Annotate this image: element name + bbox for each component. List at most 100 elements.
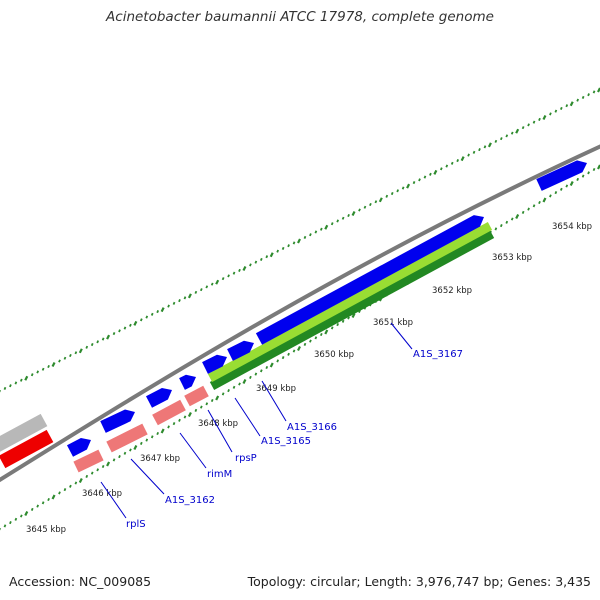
upper-scale-tick [565, 104, 569, 108]
upper-scale-tick [494, 139, 498, 143]
lower-scale-tick [259, 369, 263, 373]
lower-scale-tick [276, 359, 280, 363]
lower-scale-tick [227, 389, 230, 393]
lower-scale-tick [249, 375, 252, 379]
lower-scale-tick [351, 313, 356, 318]
upper-scale-tick [423, 175, 427, 179]
lower-scale-tick [587, 171, 590, 175]
upper-scale-tick [24, 375, 29, 381]
upper-scale-tick [472, 150, 476, 154]
upper-scale-tick [460, 156, 465, 162]
lower-scale-tick [133, 445, 138, 450]
lower-scale-tick [515, 214, 520, 219]
lower-scale-tick [210, 398, 214, 403]
upper-scale-tick [538, 117, 541, 121]
upper-scale-tick [123, 326, 127, 330]
lower-scale-tick [63, 488, 67, 492]
lower-scale-tick [505, 220, 509, 224]
upper-scale-tick [19, 378, 23, 382]
upper-scale-tick [281, 246, 285, 250]
lower-scale-tick [112, 458, 116, 462]
upper-scale-tick [265, 255, 269, 259]
lower-scale-tick [242, 379, 247, 384]
lower-scale-tick [183, 415, 187, 419]
upper-scale-tick [210, 282, 214, 286]
lower-scale-tick [36, 504, 40, 508]
upper-scale-tick [569, 101, 574, 107]
lower-scale-tick [194, 408, 198, 412]
upper-scale-tick [456, 159, 460, 163]
upper-scale-tick [30, 373, 34, 377]
kbp-label: 3650 kbp [314, 350, 354, 360]
lower-scale-tick [215, 395, 220, 401]
lower-scale-tick [499, 224, 503, 228]
kbp-label: 3649 kbp [256, 384, 296, 394]
lower-scale-tick [187, 412, 192, 417]
lower-scale-tick [336, 323, 340, 327]
lower-scale-tick [330, 326, 334, 330]
gene-forward-blue [255, 215, 484, 345]
upper-scale-tick [276, 249, 280, 253]
lower-scale-tick [123, 451, 127, 455]
gene-leader-line [179, 432, 207, 469]
upper-scale-tick [254, 260, 258, 264]
upper-scale-tick [581, 95, 585, 99]
upper-scale-tick [129, 323, 132, 327]
upper-scale-tick [269, 252, 274, 258]
upper-scale-tick [101, 337, 105, 341]
upper-scale-tick [330, 222, 334, 226]
upper-scale-tick [385, 194, 389, 198]
upper-scale-tick [36, 370, 40, 374]
lower-scale-tick [549, 194, 552, 198]
upper-scale-tick [499, 137, 503, 141]
upper-scale-tick [429, 172, 432, 176]
footer-accession: Accession: NC_009085 [9, 574, 152, 589]
lower-scale-tick [47, 497, 50, 502]
upper-scale-tick [205, 285, 209, 289]
lower-scale-tick [156, 431, 160, 436]
upper-scale-tick [433, 169, 438, 175]
upper-scale-tick [483, 145, 487, 149]
upper-scale-tick [445, 164, 449, 168]
kbp-label: 3646 kbp [82, 489, 122, 499]
lower-scale-tick [542, 197, 547, 203]
lower-scale-tick [3, 524, 7, 528]
lower-scale-tick [19, 514, 23, 518]
upper-scale-tick [194, 290, 198, 294]
kbp-label: 3653 kbp [492, 253, 532, 263]
upper-scale-tick [542, 114, 547, 120]
upper-scale-tick [412, 180, 416, 185]
upper-scale-tick [521, 126, 525, 130]
upper-scale-tick [199, 288, 203, 292]
lower-scale-tick [297, 346, 301, 351]
kbp-label: 3645 kbp [26, 525, 66, 535]
lower-scale-tick [521, 210, 525, 214]
upper-scale-tick [297, 238, 301, 244]
upper-scale-tick [69, 353, 72, 358]
lower-scale-tick [96, 468, 100, 472]
gene-forward-blue [100, 409, 135, 433]
gene-label: A1S_3167 [413, 349, 463, 360]
lower-scale-tick [85, 474, 89, 478]
upper-scale-tick [74, 351, 78, 355]
upper-scale-tick [96, 340, 100, 344]
upper-scale-tick [418, 178, 421, 182]
upper-scale-tick [592, 90, 596, 94]
kbp-label: 3654 kbp [552, 222, 592, 232]
upper-scale-tick [172, 301, 176, 305]
lower-scale-tick [576, 177, 580, 181]
genome-backbone [0, 144, 600, 483]
upper-scale-tick [363, 205, 367, 209]
lower-scale-tick [199, 405, 203, 409]
upper-scale-tick [358, 208, 361, 212]
upper-scale-tick [51, 362, 56, 368]
upper-scale-tick [221, 277, 225, 281]
lower-scale-tick [554, 191, 558, 195]
upper-scale-tick [106, 334, 111, 340]
lower-scale-tick [569, 181, 574, 186]
upper-scale-tick [145, 315, 149, 319]
lower-scale-tick [494, 227, 498, 231]
lower-scale-tick [269, 362, 274, 368]
upper-scale-tick [78, 348, 83, 354]
gene-leader-line [100, 481, 127, 519]
